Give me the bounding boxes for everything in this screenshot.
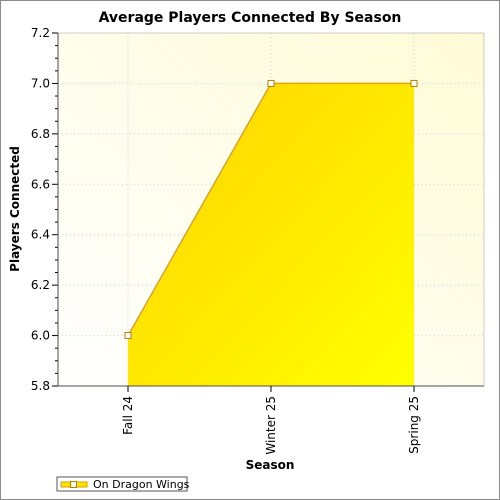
data-point [124,332,132,340]
x-tick-label: Spring 25 [407,396,421,454]
y-tick-label: 6.4 [31,228,50,242]
legend-entry-on-dragon-wings: On Dragon Wings [93,478,190,491]
x-axis: Fall 24 Winter 25 Spring 25 [57,32,485,455]
legend-marker [70,481,77,488]
x-tick-label: Fall 24 [121,396,135,435]
y-tick-label: 6.0 [31,329,50,343]
y-tick-label: 7.2 [31,26,50,40]
area-fill-on-dragon-wings [128,83,414,386]
data-point [267,79,275,87]
y-tick-label: 7.0 [31,76,50,90]
y-tick-label: 6.6 [31,177,50,191]
chart-title: Average Players Connected By Season [99,10,402,26]
y-tick-label: 5.8 [31,379,50,393]
y-tick-label: 6.8 [31,127,50,141]
legend: On Dragon Wings [56,476,190,492]
y-axis: 5.8 6.0 6.2 6.4 6.6 6.8 7.0 7.2 [31,26,59,393]
series-area [124,79,418,386]
y-axis-label: Players Connected [8,146,22,272]
legend-box [56,476,188,492]
data-point [410,79,418,87]
x-tick-label: Winter 25 [264,396,278,455]
y-tick-label: 6.2 [31,278,50,292]
x-axis-label: Season [246,458,295,472]
